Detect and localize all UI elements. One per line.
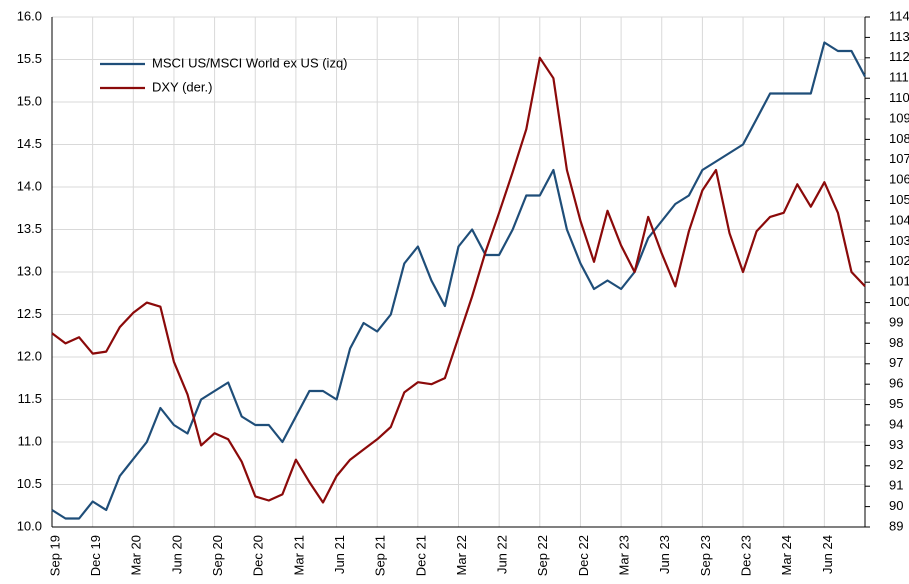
y2-tick-label: 108 <box>889 131 909 146</box>
series-line <box>51 56 866 504</box>
x-tick-label: Sep 22 <box>535 535 550 576</box>
y2-tick-label: 96 <box>889 376 903 391</box>
y2-tick-label: 114 <box>889 8 909 23</box>
y2-tick-label: 90 <box>889 498 903 513</box>
x-tick-label: Sep 19 <box>47 535 62 576</box>
x-tick-label: Jun 22 <box>495 535 510 574</box>
y-tick-label: 16.0 <box>17 8 42 23</box>
y-tick-label: 15.0 <box>17 93 42 108</box>
x-tick-label: Mar 24 <box>779 535 794 575</box>
y2-tick-label: 97 <box>889 355 903 370</box>
x-tick-label: Sep 20 <box>210 535 225 576</box>
y-tick-label: 11.5 <box>18 391 42 406</box>
y2-tick-label: 92 <box>889 457 903 472</box>
y-tick-label: 14.5 <box>17 136 42 151</box>
x-tick-label: Dec 19 <box>88 535 103 576</box>
y2-tick-label: 106 <box>889 172 909 187</box>
x-tick-label: Mar 22 <box>454 535 469 575</box>
y2-tick-label: 103 <box>889 233 909 248</box>
legend-label: DXY (der.) <box>152 79 212 94</box>
x-tick-label: Mar 23 <box>617 535 632 575</box>
x-tick-label: Jun 20 <box>169 535 184 574</box>
y2-tick-label: 107 <box>889 151 909 166</box>
y2-tick-label: 100 <box>889 294 909 309</box>
x-tick-label: Jun 21 <box>332 535 347 574</box>
y2-tick-label: 102 <box>889 253 909 268</box>
y-tick-label: 13.5 <box>17 221 42 236</box>
x-tick-label: Jun 24 <box>820 535 835 574</box>
x-tick-label: Dec 21 <box>413 535 428 576</box>
y2-tick-label: 94 <box>889 416 903 431</box>
y-tick-label: 12.5 <box>17 306 42 321</box>
x-tick-label: Dec 23 <box>738 535 753 576</box>
legend-label: MSCI US/MSCI World ex US (izq) <box>152 55 348 70</box>
y-tick-label: 15.5 <box>17 51 42 66</box>
y2-tick-label: 101 <box>889 274 909 289</box>
y2-tick-label: 113 <box>889 29 909 44</box>
y2-tick-label: 91 <box>889 478 903 493</box>
x-tick-label: Mar 20 <box>129 535 144 575</box>
y2-tick-label: 112 <box>889 49 909 64</box>
y-tick-label: 11.0 <box>18 433 42 448</box>
x-tick-label: Mar 21 <box>291 535 306 575</box>
y2-tick-label: 104 <box>889 212 909 227</box>
y2-tick-label: 110 <box>889 90 909 105</box>
y-tick-label: 13.0 <box>17 263 42 278</box>
y2-tick-label: 93 <box>889 437 903 452</box>
y2-tick-label: 105 <box>889 192 909 207</box>
x-tick-label: Jun 23 <box>657 535 672 574</box>
series-line <box>51 41 866 520</box>
y2-tick-label: 95 <box>889 396 903 411</box>
y-tick-label: 10.0 <box>17 518 42 533</box>
x-tick-label: Sep 21 <box>373 535 388 576</box>
x-tick-label: Dec 22 <box>576 535 591 576</box>
x-tick-label: Sep 23 <box>698 535 713 576</box>
y2-tick-label: 111 <box>889 70 909 85</box>
y2-tick-label: 99 <box>889 314 903 329</box>
y2-tick-label: 89 <box>889 518 903 533</box>
y-tick-label: 14.0 <box>17 178 42 193</box>
x-tick-label: Dec 20 <box>251 535 266 576</box>
y-tick-label: 10.5 <box>17 476 42 491</box>
y-tick-label: 12.0 <box>17 348 42 363</box>
y2-tick-label: 109 <box>889 110 909 125</box>
y2-tick-label: 98 <box>889 335 903 350</box>
